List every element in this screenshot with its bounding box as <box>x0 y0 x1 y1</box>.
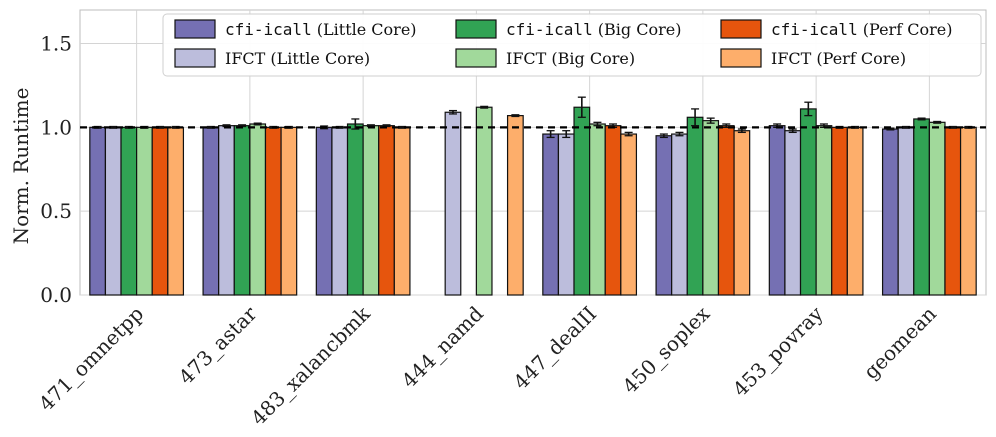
bar-1-450_soplex <box>655 135 673 296</box>
y-tick-label: 1.5 <box>40 32 72 56</box>
x-tick-label: 453_povray <box>728 301 828 401</box>
bar-3-447_dealII <box>573 106 591 296</box>
legend-entry: cfi-icall (Big Core) <box>506 20 681 39</box>
bars-group <box>89 106 977 296</box>
bar-6-473_astar <box>280 126 298 296</box>
bar-2-483_xalancbmk <box>331 126 349 296</box>
bar-6-471_omnetpp <box>167 126 185 296</box>
bar-5-483_xalancbmk <box>378 125 395 296</box>
legend-swatch <box>455 48 497 68</box>
bar-6-444_namd <box>506 115 524 296</box>
bar-3-483_xalancbmk <box>346 123 364 296</box>
bar-6-447_dealII <box>620 133 638 296</box>
bar-3-473_astar <box>233 125 251 296</box>
x-tick-label: 473_astar <box>174 301 262 389</box>
legend-label: IFCT (Perf Core) <box>771 49 906 68</box>
legend-entry: IFCT (Little Core) <box>225 49 370 68</box>
legend: cfi-icall (Little Core) cfi-icall (Big Co… <box>162 13 982 77</box>
x-tick-label: 471_omnetpp <box>34 302 148 416</box>
bar-3-450_soplex <box>686 116 704 296</box>
legend-label: (Little Core) <box>312 20 417 39</box>
bar-6-483_xalancbmk <box>393 126 411 296</box>
legend-swatch <box>174 19 216 39</box>
legend-swatch <box>455 19 497 39</box>
bar-3-453_povray <box>799 108 817 296</box>
bar-5-471_omnetpp <box>151 126 169 296</box>
bar-6-453_povray <box>846 126 864 296</box>
bar-4-450_soplex <box>702 120 720 296</box>
y-tick-label: 0.5 <box>40 199 72 223</box>
legend-swatch <box>720 19 762 39</box>
bar-4-444_namd <box>475 106 493 296</box>
y-axis-ticks: 0.0 0.5 1.0 1.5 <box>40 32 72 307</box>
bar-2-450_soplex <box>671 133 688 296</box>
x-tick-label: 444_namd <box>397 301 488 392</box>
bar-2-geomean <box>897 126 915 296</box>
x-tick-label: geomean <box>859 301 941 383</box>
bar-5-453_povray <box>831 126 848 296</box>
bar-4-453_povray <box>815 125 833 296</box>
legend-entry: cfi-icall (Little Core) <box>225 20 417 39</box>
legend-box <box>162 13 982 77</box>
bar-2-447_dealII <box>557 133 575 296</box>
bar-1-473_astar <box>202 126 220 296</box>
bar-4-447_dealII <box>589 123 606 296</box>
bar-1-453_povray <box>768 125 786 296</box>
bar-3-471_omnetpp <box>120 126 138 296</box>
bar-2-453_povray <box>784 130 802 296</box>
legend-swatch <box>174 48 216 68</box>
bar-2-473_astar <box>218 125 235 296</box>
legend-label: (Perf Core) <box>858 20 953 39</box>
bar-1-geomean <box>881 128 899 296</box>
legend-entry: cfi-icall (Perf Core) <box>771 20 952 39</box>
bar-2-471_omnetpp <box>104 126 122 296</box>
bar-1-447_dealII <box>542 133 560 296</box>
bar-6-geomean <box>959 126 977 296</box>
bar-1-471_omnetpp <box>89 126 107 296</box>
x-tick-label: 450_soplex <box>618 301 715 398</box>
bar-6-450_soplex <box>733 130 751 296</box>
x-tick-label: 483_xalancbmk <box>246 301 375 430</box>
y-tick-label: 1.0 <box>40 115 72 139</box>
legend-code: cfi-icall <box>506 20 593 39</box>
legend-label: (Big Core) <box>593 20 682 39</box>
bar-5-450_soplex <box>717 125 735 296</box>
bar-1-483_xalancbmk <box>315 126 333 296</box>
legend-label: IFCT (Little Core) <box>225 49 370 68</box>
bar-3-geomean <box>913 118 930 296</box>
bar-5-473_astar <box>264 126 282 296</box>
legend-label: IFCT (Big Core) <box>506 49 635 68</box>
bar-4-483_xalancbmk <box>362 125 380 296</box>
legend-code: cfi-icall <box>225 20 312 39</box>
bar-5-447_dealII <box>604 125 622 296</box>
bar-2-444_namd <box>444 111 462 296</box>
legend-entry: IFCT (Big Core) <box>506 49 635 68</box>
legend-swatch <box>720 48 762 68</box>
legend-entry: IFCT (Perf Core) <box>771 49 906 68</box>
bar-4-471_omnetpp <box>136 126 153 296</box>
bar-5-geomean <box>944 126 962 296</box>
x-tick-label: 447_dealII <box>509 302 602 395</box>
y-axis-label: Norm. Runtime <box>9 88 33 245</box>
y-tick-label: 0.0 <box>40 283 72 307</box>
bar-4-473_astar <box>249 123 267 296</box>
bar-4-geomean <box>928 121 946 296</box>
legend-code: cfi-icall <box>771 20 858 39</box>
